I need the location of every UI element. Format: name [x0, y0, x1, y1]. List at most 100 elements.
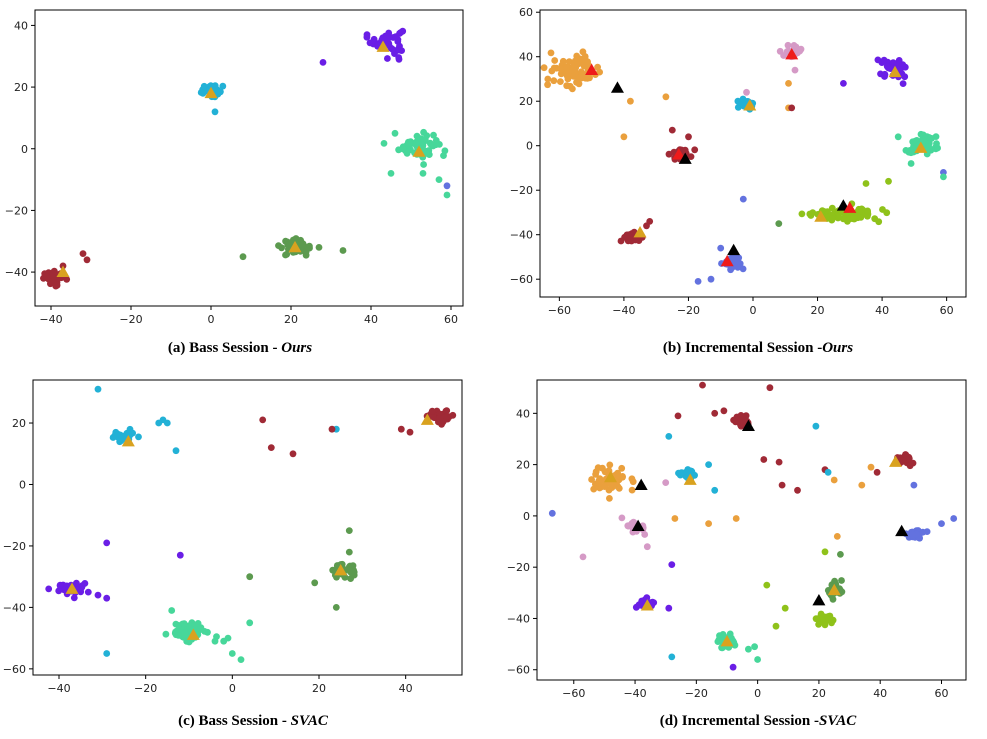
scatter-point [200, 82, 208, 90]
scatter-point [419, 170, 427, 177]
scatter-point [306, 244, 313, 252]
scatter-point [405, 139, 413, 147]
axes-frame [536, 379, 967, 681]
axes-frame [539, 9, 967, 298]
y-tick-label: 40 [14, 19, 28, 32]
x-tick-label: −40 [623, 687, 646, 700]
cluster-lime [812, 610, 837, 629]
scatter-point [871, 215, 879, 223]
scatter-point [385, 41, 393, 49]
prototype-triangle-marker [727, 243, 741, 256]
scatter-point [284, 241, 292, 249]
scatter-point [79, 250, 87, 257]
y-tick-label: −40 [5, 266, 28, 279]
caption-prefix: (a) Bass Session - [168, 340, 281, 356]
cluster-mint [380, 128, 449, 168]
points-layer [548, 381, 958, 671]
scatter-point [55, 587, 63, 595]
scatter-point [328, 425, 336, 433]
scatter-point [925, 143, 933, 151]
panel-caption: (a) Bass Session - Ours [168, 340, 312, 356]
prototype-triangle-marker [420, 413, 434, 425]
y-tick-label: −60 [3, 663, 26, 676]
x-tick-label: 60 [444, 313, 458, 326]
scatter-point [246, 573, 254, 581]
scatter-point [420, 128, 427, 136]
scatter-point [932, 133, 940, 141]
scatter-point [449, 411, 457, 419]
y-tick-label: −20 [510, 184, 533, 197]
scatter-point [228, 650, 236, 657]
scatter-point [780, 52, 787, 59]
scatter-point [835, 213, 843, 221]
prototype-triangle-marker [633, 225, 647, 238]
scatter-point [938, 520, 945, 527]
y-tick-label: −60 [507, 664, 530, 677]
scatter-point [380, 140, 388, 147]
scatter-point [678, 469, 685, 476]
scatter-point [346, 566, 354, 574]
x-tick-label: −20 [677, 304, 700, 317]
x-tick-label: 60 [940, 304, 954, 317]
cluster-orange [588, 461, 637, 502]
scatter-point [557, 66, 565, 73]
prototype-triangle-marker [683, 473, 697, 485]
scatter-point [906, 462, 914, 470]
scatter-point [579, 553, 587, 561]
scatter-point [940, 173, 947, 181]
cluster-cyan [109, 425, 142, 446]
scatter-point [559, 57, 567, 65]
scatter-point [70, 594, 78, 602]
x-tick-label: −20 [134, 682, 157, 695]
scatter-point [618, 464, 626, 472]
scatter-point [83, 256, 91, 264]
scatter-point [211, 637, 219, 645]
scatter-point [707, 275, 715, 283]
scatter-point [785, 80, 792, 87]
scatter-point [547, 49, 555, 57]
scatter-point [551, 57, 559, 64]
scatter-point [739, 95, 747, 103]
axes-frame [32, 379, 463, 676]
scatter-point [628, 475, 636, 483]
scatter-point [643, 594, 651, 601]
x-tick-label: −60 [548, 304, 571, 317]
scatter-point [568, 66, 576, 74]
y-tick-label: 20 [519, 95, 533, 108]
scatter-point [840, 80, 847, 87]
y-tick-label: −40 [510, 229, 533, 242]
scatter-point [56, 581, 64, 589]
prototype-triangle-marker [895, 524, 909, 537]
scatter-point [812, 422, 820, 430]
panel-caption: (c) Bass Session - SVAC [178, 713, 329, 729]
x-tick-label: 40 [873, 687, 887, 700]
scatter-point [784, 41, 792, 49]
scatter-point [920, 137, 927, 144]
scatter-point [731, 262, 738, 269]
y-tick-label: 0 [523, 510, 530, 523]
scatter-point [579, 48, 587, 56]
scatter-point [211, 108, 219, 116]
prototype-triangle-marker [720, 635, 734, 647]
y-tick-label: −60 [510, 273, 533, 286]
cluster-purple [363, 27, 407, 62]
scatter-point [778, 481, 786, 489]
axes-frame [34, 9, 464, 307]
y-tick-label: −40 [3, 601, 26, 614]
scatter-point [180, 620, 188, 628]
scatter-point [705, 520, 712, 527]
scatter-point [385, 29, 393, 37]
scatter-point [420, 161, 427, 168]
prototype-triangle-marker [631, 519, 645, 532]
scatter-point [341, 573, 349, 581]
x-tick-label: −20 [119, 313, 142, 326]
prototype-triangle-marker [785, 47, 799, 60]
scatter-point [873, 468, 881, 476]
caption-prefix: (d) Incremental Session - [660, 713, 819, 729]
scatter-point [592, 468, 600, 475]
y-tick-label: −20 [507, 561, 530, 574]
scatter-point [345, 548, 353, 556]
scatter-point [384, 55, 391, 62]
scatter-panel-1: −40 −20 0 20 40 60 −40 −20 0 20 40 (a) Bass Session… [5, 9, 464, 356]
scatter-point [557, 78, 564, 85]
